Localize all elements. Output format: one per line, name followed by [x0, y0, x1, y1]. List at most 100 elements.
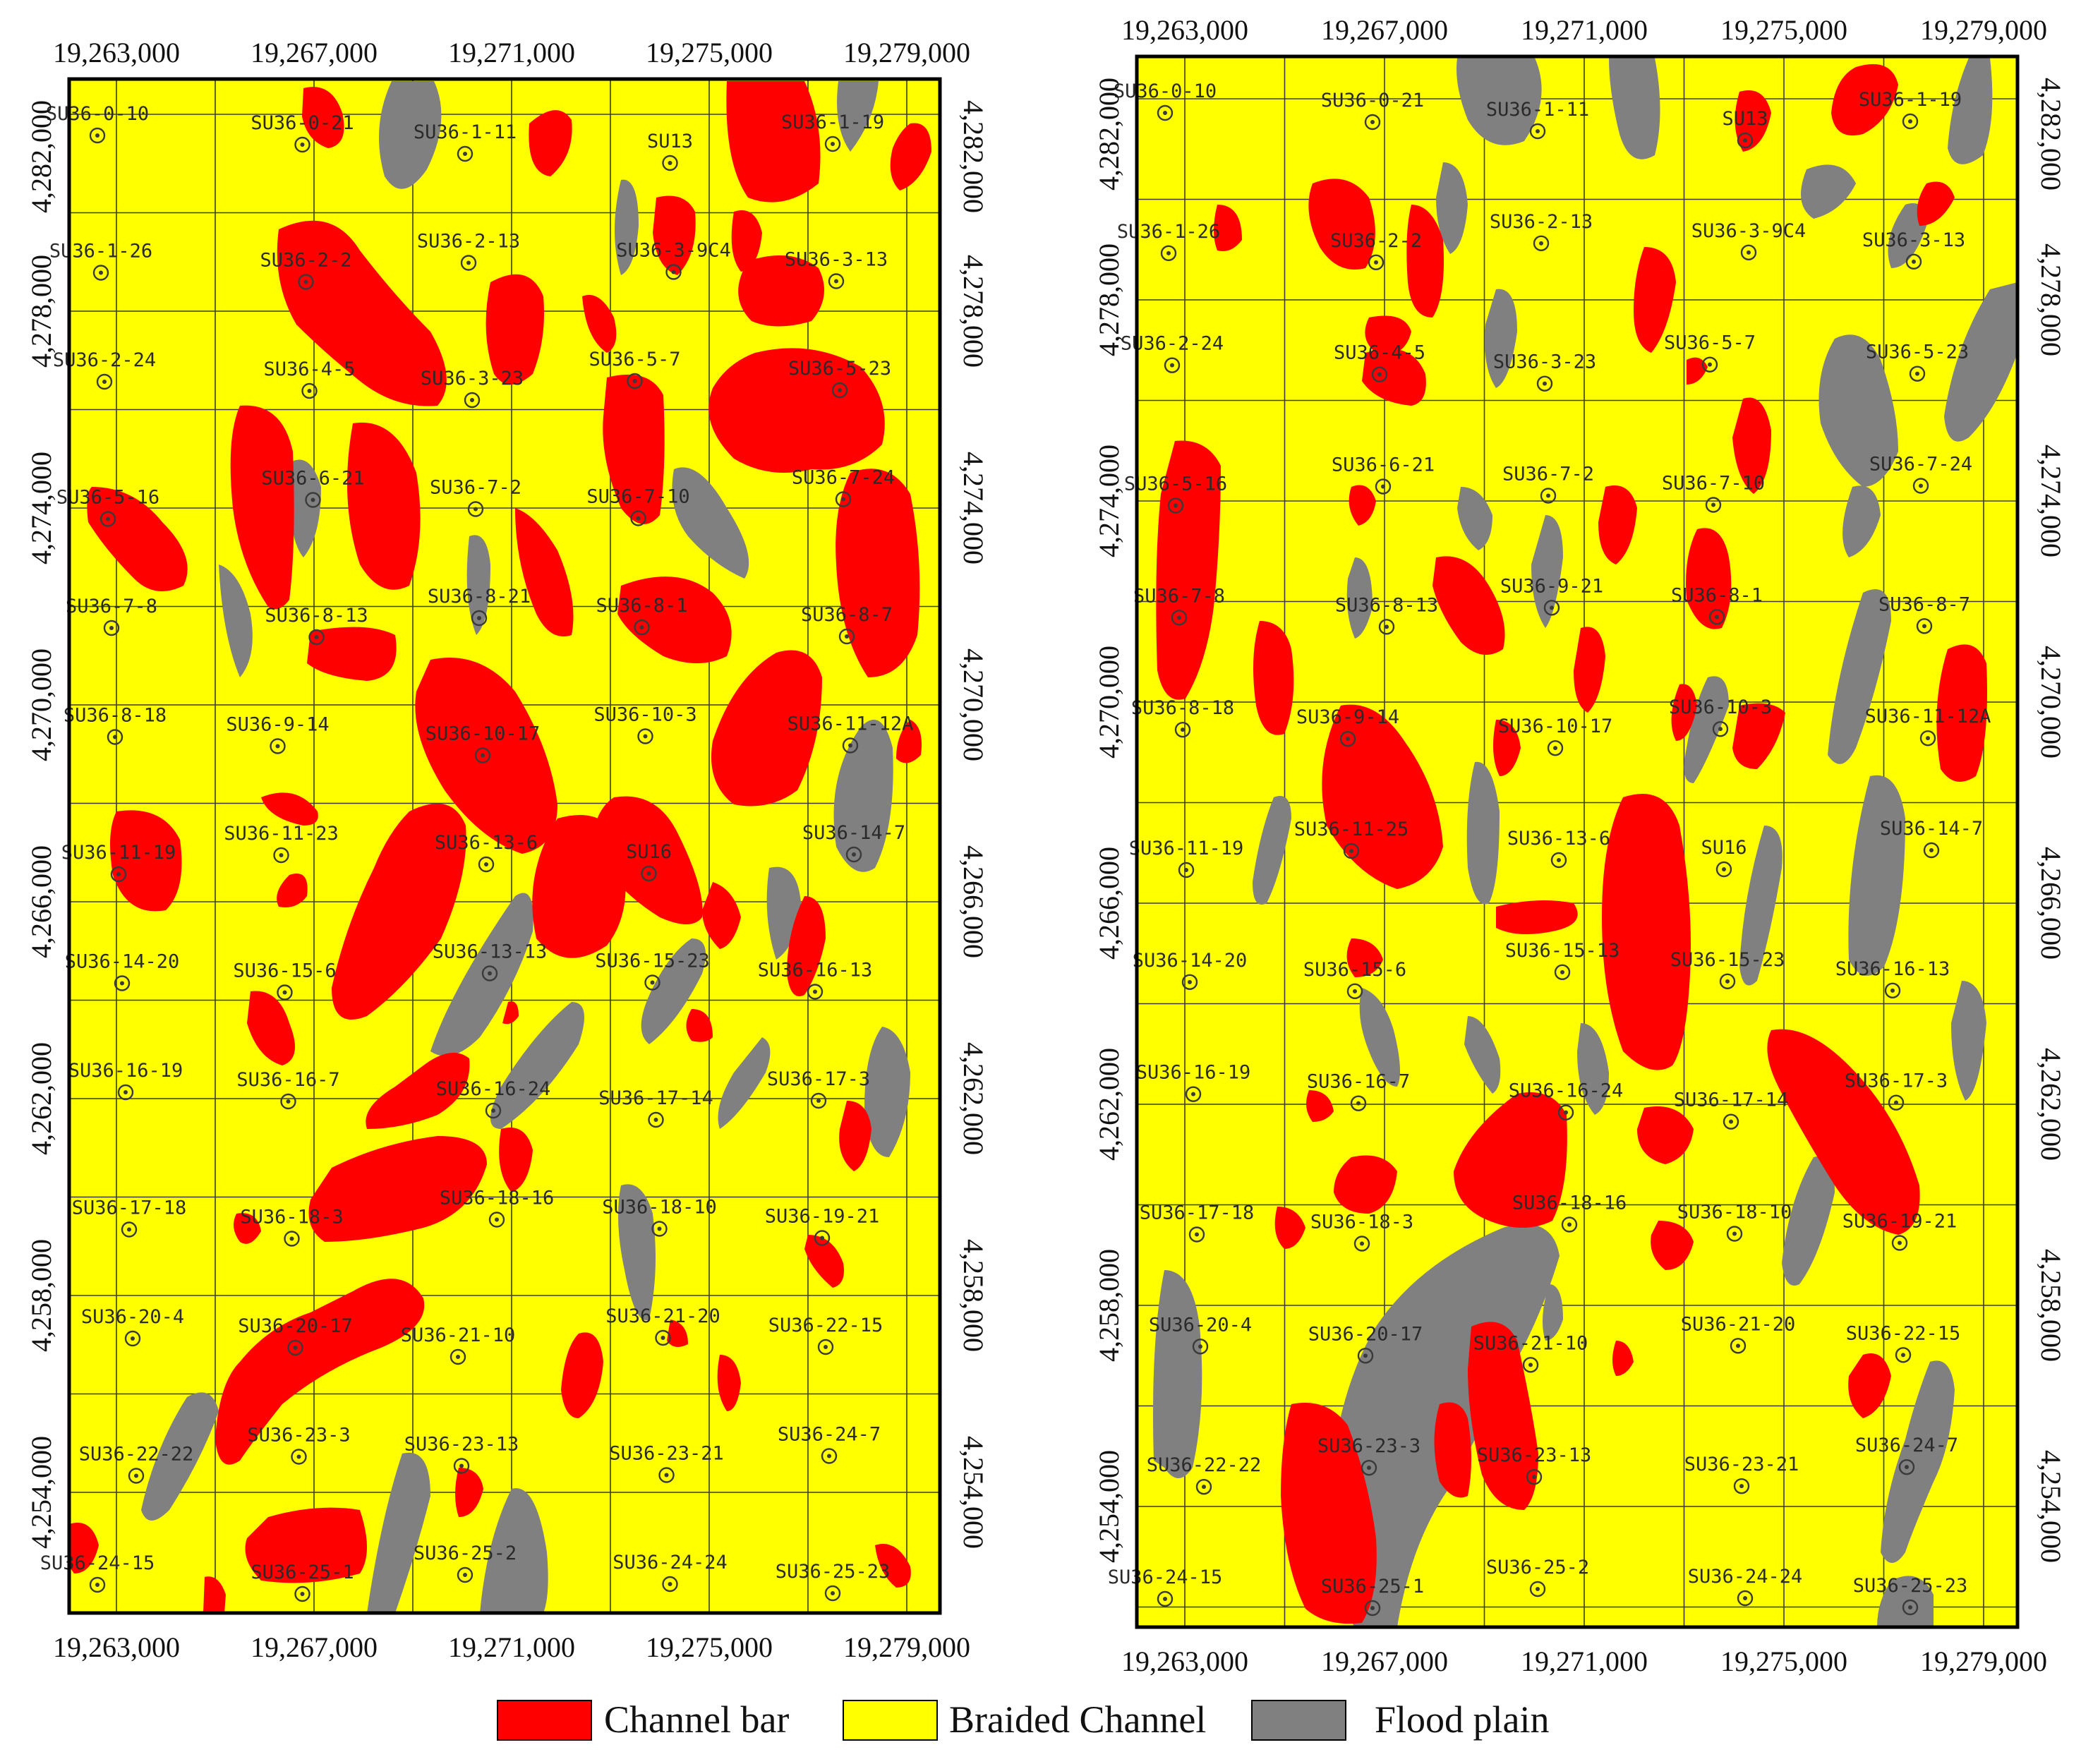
well-marker: SU36-8-7 — [801, 604, 893, 645]
well-dot-icon — [1736, 1343, 1740, 1348]
well-marker: SU36-5-7 — [589, 349, 681, 389]
well-marker: SU36-24-24 — [613, 1552, 728, 1593]
channel-bar — [1362, 349, 1426, 406]
channel-bar — [1334, 1155, 1397, 1214]
well-label: SU36-16-24 — [436, 1078, 551, 1100]
well-circle-icon — [1719, 973, 1736, 990]
y-tick-label-right: 4,258,000 — [958, 1239, 989, 1352]
well-label: SU36-15-23 — [1670, 949, 1785, 971]
map-left-channel-bars — [69, 81, 931, 1613]
channel-bar — [1732, 703, 1785, 769]
well-label: SU36-8-7 — [801, 604, 893, 626]
well-label: SU36-5-16 — [1124, 473, 1227, 495]
x-tick-label-top: 19,279,000 — [1920, 14, 2047, 46]
flood-plain-patch — [480, 1488, 548, 1613]
well-label: SU36-18-3 — [1310, 1212, 1413, 1233]
legend-item-flood-plain: Flood plain — [1251, 1698, 1550, 1741]
x-tick-label-bottom: 19,275,000 — [1720, 1645, 1847, 1677]
well-label: SU36-3-13 — [785, 249, 888, 271]
well-marker: SU36-9-21 — [1500, 575, 1603, 616]
well-label: SU36-7-2 — [1502, 464, 1594, 485]
well-dot-icon — [113, 735, 117, 739]
well-marker: SU36-23-13 — [1477, 1444, 1591, 1485]
well-dot-icon — [1708, 362, 1712, 367]
well-label: SU36-18-16 — [440, 1188, 555, 1209]
well-marker: SU36-7-10 — [586, 486, 690, 526]
well-label: SU36-9-21 — [1500, 575, 1603, 597]
well-marker: SU36-5-7 — [1664, 332, 1756, 373]
well-marker: SU36-7-10 — [1662, 473, 1765, 513]
flood-plain-patch — [379, 81, 442, 189]
well-dot-icon — [102, 380, 107, 384]
channel-bar — [1346, 938, 1383, 977]
well-marker: SU36-17-18 — [72, 1197, 186, 1238]
well-circle-icon — [1188, 1226, 1205, 1243]
well-marker: SU36-22-15 — [1846, 1322, 1960, 1363]
well-dot-icon — [824, 1345, 828, 1349]
well-dot-icon — [1188, 979, 1192, 984]
well-dot-icon — [279, 853, 284, 857]
well-marker: SU36-5-23 — [788, 358, 891, 399]
well-marker: SU36-3-23 — [1493, 351, 1596, 392]
well-label: SU36-17-14 — [1674, 1089, 1789, 1111]
well-circle-icon — [1715, 861, 1732, 878]
well-circle-icon — [294, 1585, 310, 1602]
well-circle-icon — [298, 274, 314, 290]
well-circle-icon — [270, 738, 286, 754]
well-marker: SU36-23-3 — [1317, 1435, 1421, 1476]
well-label: SU36-17-3 — [767, 1068, 870, 1090]
well-marker: SU36-5-16 — [1124, 473, 1227, 514]
well-dot-icon — [661, 1336, 665, 1340]
well-dot-icon — [481, 753, 485, 758]
well-dot-icon — [477, 616, 481, 620]
well-label: SU36-20-17 — [1308, 1323, 1423, 1345]
well-dot-icon — [484, 862, 488, 866]
well-dot-icon — [1715, 615, 1719, 620]
map-right-frame — [1135, 54, 2020, 1629]
channel-bar — [890, 123, 931, 191]
well-dot-icon — [1915, 371, 1919, 376]
well-label: SU36-22-15 — [768, 1315, 883, 1336]
well-marker: SU36-17-3 — [1845, 1070, 1948, 1111]
well-label: SU36-24-24 — [1688, 1566, 1803, 1588]
well-marker: SU36-18-10 — [1677, 1202, 1792, 1242]
well-label: SU36-8-13 — [265, 605, 368, 627]
flood-plain-patch — [1801, 164, 1856, 219]
well-label: SU36-21-10 — [401, 1324, 516, 1346]
flood-plain-patch — [1609, 58, 1660, 159]
well-marker: SU36-20-17 — [1308, 1323, 1423, 1364]
well-marker: SU36-16-7 — [1307, 1071, 1410, 1111]
channel-bar — [455, 1468, 483, 1517]
well-dot-icon — [848, 743, 852, 748]
well-circle-icon — [1561, 1216, 1578, 1233]
channel-bar — [1598, 485, 1637, 564]
well-label: SU36-22-22 — [79, 1444, 194, 1466]
well-label: SU36-8-1 — [1671, 584, 1763, 606]
well-circle-icon — [485, 1102, 502, 1119]
well-circle-icon — [817, 1339, 834, 1355]
well-circle-icon — [457, 1566, 474, 1583]
well-dot-icon — [1929, 848, 1934, 852]
well-circle-icon — [1923, 842, 1940, 859]
y-tick-label-right: 4,254,000 — [2035, 1450, 2067, 1563]
well-label: SU36-21-20 — [605, 1305, 720, 1327]
well-marker: SU36-24-24 — [1688, 1566, 1803, 1607]
map-right: SU36-0-10 SU36-0-21 SU36-1-11 SU13 SU36-1-19… — [1093, 14, 2067, 1677]
well-marker: SU36-21-10 — [1473, 1332, 1588, 1373]
channel-bar — [731, 210, 762, 272]
well-circle-icon — [1339, 730, 1356, 747]
map-left-axis-ticks: 19,263,000 19,263,000 19,267,000 19,267,000… — [25, 37, 989, 1663]
well-dot-icon — [474, 507, 478, 512]
well-label: SU16 — [626, 841, 672, 863]
well-marker: SU36-3-13 — [1862, 229, 1965, 270]
well-circle-icon — [665, 264, 682, 280]
y-tick-label-left: 4,266,000 — [25, 845, 57, 958]
well-dot-icon — [1908, 1605, 1912, 1609]
channel-bar — [110, 810, 182, 912]
flood-plain-patch — [1153, 1270, 1202, 1478]
well-circle-icon — [1364, 1600, 1381, 1617]
well-marker: SU36-20-4 — [81, 1306, 184, 1347]
well-marker: SU36-14-7 — [1880, 818, 1983, 859]
well-marker: SU36-11-12A — [1865, 706, 1991, 747]
x-tick-label-top: 19,275,000 — [1720, 14, 1847, 46]
